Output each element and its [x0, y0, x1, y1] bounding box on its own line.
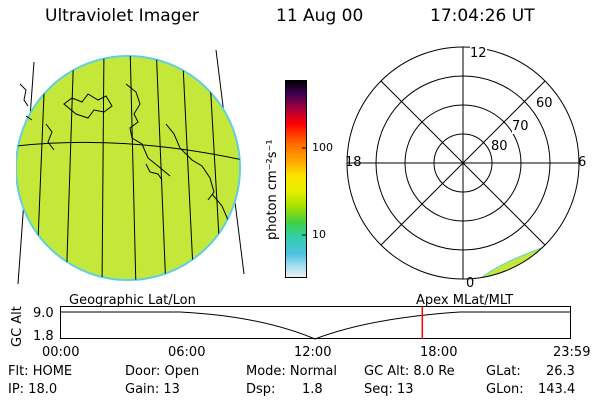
- altitude-timeline: [60, 306, 571, 340]
- polar-plot: [346, 46, 580, 280]
- flight-status: Flt: HOME: [8, 364, 73, 379]
- altitude-curve: [60, 311, 571, 340]
- auroral-oval: [472, 241, 559, 279]
- dsp-value: 1.8: [302, 382, 323, 397]
- timeline-right-label: Apex MLat/MLT: [416, 293, 514, 308]
- meridian-line: [181, 56, 195, 280]
- mlt-label-12: 12: [470, 46, 487, 61]
- colorbar-unit-label: photon cm⁻²s⁻¹: [265, 139, 280, 240]
- coastline: [145, 163, 163, 181]
- meridian-line: [101, 56, 105, 280]
- glat-label: GLat:: [486, 364, 521, 379]
- meridian-line: [129, 56, 137, 280]
- lat-label-70: 70: [512, 119, 529, 134]
- y-tick-9: 9.0: [33, 306, 54, 321]
- coastline: [165, 123, 215, 201]
- coastline: [45, 123, 55, 151]
- y-tick-1: 1.8: [33, 329, 54, 344]
- colorbar: [285, 80, 307, 278]
- x-tick-1800: 18:00: [420, 345, 458, 360]
- glat-value: 26.3: [546, 364, 575, 379]
- instrument-title: Ultraviolet Imager: [45, 6, 199, 26]
- lat-label-80: 80: [491, 139, 508, 154]
- gc-altitude: GC Alt: 8.0 Re: [364, 364, 455, 379]
- timeline-left-label: Geographic Lat/Lon: [69, 293, 196, 308]
- ip-status: IP: 18.0: [8, 382, 58, 397]
- mlt-label-18: 18: [345, 155, 362, 170]
- colorbar-tick-100: 100: [312, 141, 333, 154]
- image-time: 17:04:26 UT: [430, 6, 535, 26]
- mlt-label-6: 6: [578, 155, 587, 170]
- sequence-number: Seq: 13: [364, 382, 414, 397]
- emission-disk: [16, 55, 241, 281]
- dsp-label: Dsp:: [246, 382, 276, 397]
- colorbar-tick-10: 10: [312, 228, 326, 241]
- coastline: [19, 83, 33, 121]
- x-tick-1200: 12:00: [294, 345, 332, 360]
- coastline: [63, 93, 113, 119]
- timeline-axis-label: GC Alt: [10, 306, 25, 347]
- x-tick-2359: 23:59: [553, 345, 591, 360]
- timeline-frame: [60, 306, 571, 339]
- latitude-line: [16, 141, 240, 163]
- polar-diagonal: [380, 80, 546, 246]
- gain-status: Gain: 13: [125, 382, 180, 397]
- glon-value: 143.4: [538, 382, 576, 397]
- colorbar-scale: [285, 80, 307, 278]
- coastline: [125, 83, 171, 177]
- meridian-line: [65, 56, 75, 280]
- meridian-line: [155, 56, 167, 280]
- mlt-label-0: 0: [466, 276, 475, 291]
- x-tick-0000: 00:00: [42, 345, 80, 360]
- geographic-image: [16, 49, 245, 285]
- glon-label: GLon:: [486, 382, 524, 397]
- mode-status: Mode: Normal: [246, 364, 337, 379]
- door-status: Door: Open: [125, 364, 200, 379]
- image-date: 11 Aug 00: [276, 6, 364, 26]
- lat-label-60: 60: [536, 96, 553, 111]
- x-tick-0600: 06:00: [168, 345, 206, 360]
